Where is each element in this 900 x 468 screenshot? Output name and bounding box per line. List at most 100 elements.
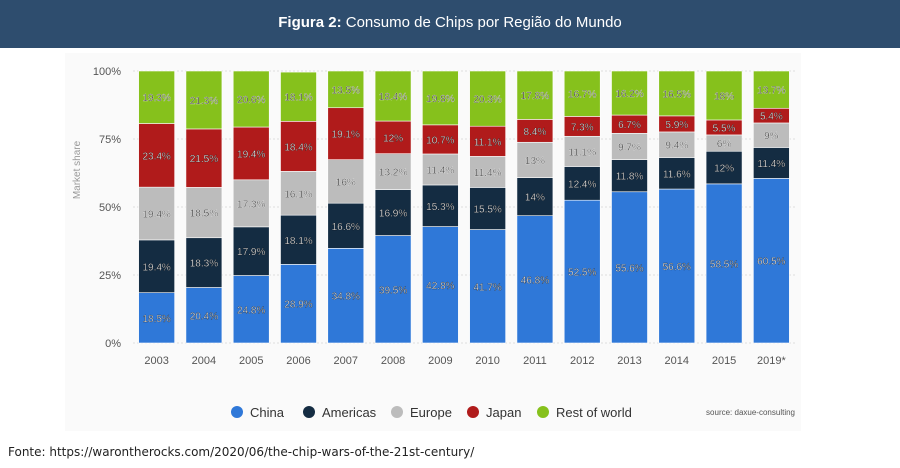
bar-segment-rest-of-world: [611, 70, 648, 116]
chart-source-note: source: daxue-consulting: [706, 408, 795, 417]
bar-segment-china: [611, 191, 648, 344]
bar-segment-china: [185, 287, 223, 344]
legend-label: Americas: [322, 405, 377, 420]
bar-segment-japan: [422, 124, 459, 155]
bar-segment-china: [327, 248, 365, 344]
data-label: 19.4%: [142, 210, 170, 221]
legend-marker-china: [231, 406, 243, 418]
bar-segment-japan: [374, 120, 412, 154]
data-label: 16.7%: [568, 90, 596, 101]
data-label: 10.7%: [426, 135, 454, 146]
data-label: 16.1%: [284, 189, 312, 200]
bar-segment-americas: [705, 150, 743, 185]
x-tick-label: 2019*: [757, 355, 786, 367]
data-label: 19.3%: [142, 93, 170, 104]
bar-segment-rest-of-world: [327, 70, 365, 109]
bar-segment-americas: [185, 237, 223, 288]
legend-label: Europe: [410, 405, 452, 420]
bar-segment-americas: [280, 214, 317, 265]
data-label: 18.5%: [190, 209, 218, 220]
data-label: 11.1%: [568, 147, 596, 158]
bar-segment-rest-of-world: [469, 70, 506, 127]
x-tick-label: 2005: [239, 355, 263, 367]
data-label: 5.9%: [665, 120, 688, 131]
data-label: 16.9%: [379, 209, 407, 220]
data-label: 60.5%: [757, 257, 785, 268]
data-label: 19.1%: [332, 130, 360, 141]
data-label: 20.3%: [473, 95, 501, 106]
data-label: 5.4%: [760, 112, 783, 123]
legend-label: China: [250, 405, 285, 420]
bar-segment-europe: [374, 153, 412, 190]
bar-segment-rest-of-world: [374, 70, 412, 122]
data-label: 9%: [764, 131, 779, 142]
x-tick-label: 2008: [381, 355, 405, 367]
x-tick-label: 2003: [144, 355, 168, 367]
data-label: 16.5%: [663, 89, 691, 100]
data-label: 20.6%: [237, 95, 265, 106]
bar-segment-japan: [138, 123, 175, 188]
data-label: 11.6%: [663, 169, 691, 180]
data-label: 7.3%: [571, 122, 594, 133]
x-tick-label: 2013: [617, 355, 641, 367]
bar-segment-china: [374, 235, 412, 344]
bar-segment-americas: [658, 157, 696, 190]
x-tick-label: 2010: [475, 355, 499, 367]
bar-segment-americas: [232, 226, 270, 276]
bar-segment-europe: [185, 187, 223, 239]
data-label: 42.8%: [426, 281, 454, 292]
data-label: 55.6%: [615, 263, 643, 274]
data-label: 9.4%: [665, 141, 688, 152]
data-label: 17.3%: [237, 199, 265, 210]
bar-segment-americas: [611, 159, 648, 193]
bar-segment-rest-of-world: [422, 70, 459, 126]
y-tick-label: 100%: [93, 66, 121, 78]
bar-segment-china: [658, 188, 696, 344]
bar-segment-japan: [280, 121, 317, 172]
bar-segment-europe: [469, 156, 506, 188]
y-tick-label: 0%: [105, 338, 121, 350]
x-tick-label: 2014: [665, 355, 689, 367]
x-tick-label: 2006: [286, 355, 310, 367]
figure-header: Figura 2: Consumo de Chips por Região do…: [0, 0, 900, 48]
data-label: 11.1%: [474, 137, 502, 148]
data-label: 13.2%: [379, 168, 407, 179]
data-label: 8.4%: [524, 127, 547, 138]
data-label: 11.4%: [758, 159, 786, 170]
data-label: 16.6%: [332, 222, 360, 233]
bar-segment-rest-of-world: [280, 71, 317, 122]
data-label: 46.8%: [521, 275, 549, 286]
bar-segment-americas: [469, 187, 506, 230]
y-tick-label: 25%: [99, 270, 121, 282]
data-label: 12%: [714, 164, 734, 175]
x-tick-label: 2007: [334, 355, 358, 367]
data-label: 56.6%: [663, 262, 691, 273]
data-label: 18.5%: [142, 314, 170, 325]
data-label: 11.8%: [616, 172, 644, 183]
data-label: 28.9%: [284, 300, 312, 311]
bar-segment-rest-of-world: [232, 70, 270, 128]
data-label: 15.3%: [426, 202, 454, 213]
legend-label: Japan: [486, 405, 521, 420]
x-tick-label: 2015: [712, 355, 736, 367]
data-label: 15.5%: [473, 204, 501, 215]
data-label: 13%: [525, 156, 545, 167]
bar-segment-americas: [138, 239, 175, 293]
bar-segment-europe: [327, 159, 365, 204]
legend-marker-japan: [467, 406, 479, 418]
bar-segment-europe: [753, 122, 790, 148]
source-footnote: Fonte: https://warontherocks.com/2020/06…: [8, 445, 475, 459]
data-label: 5.5%: [713, 123, 736, 134]
bar-segment-rest-of-world: [658, 70, 696, 117]
data-label: 24.8%: [237, 305, 265, 316]
y-axis-title: Market share: [72, 140, 83, 199]
bar-segment-rest-of-world: [563, 70, 601, 117]
x-tick-label: 2009: [428, 355, 452, 367]
data-label: 19.4%: [142, 262, 170, 273]
x-tick-label: 2012: [570, 355, 594, 367]
chart-panel: 0% 25% 50% 75% 100% Market share 18.5% 19.4% 19.…: [65, 53, 801, 431]
data-label: 41.7%: [473, 282, 501, 293]
data-label: 18.4%: [379, 92, 407, 103]
data-label: 16.2%: [615, 89, 643, 100]
bar-segment-china: [516, 215, 554, 344]
